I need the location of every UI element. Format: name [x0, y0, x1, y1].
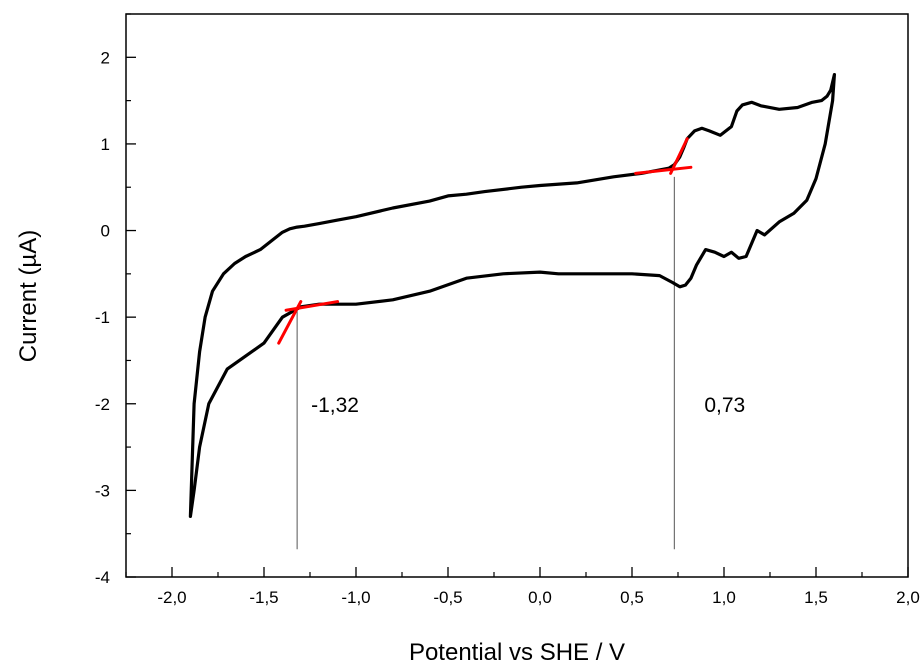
- x-tick-label: -1,5: [249, 588, 278, 607]
- x-tick-label: 1,0: [712, 588, 736, 607]
- cv-curve: [188, 72, 837, 519]
- y-tick-label: -4: [95, 568, 110, 587]
- y-tick-label: -1: [95, 308, 110, 327]
- marker-label: -1,32: [311, 394, 359, 417]
- tangent-line: [284, 300, 340, 312]
- plot-frame: [125, 13, 909, 578]
- y-tick-label: 2: [101, 48, 110, 67]
- x-tick-label: -0,5: [433, 588, 462, 607]
- tangent-line: [634, 165, 693, 175]
- tangent-line: [669, 137, 689, 175]
- potential-markers: -1,32 0,73: [296, 176, 745, 550]
- y-axis-ticks: -4 -3 -2 -1 0 1 2: [95, 13, 136, 587]
- tangent-lines: [277, 137, 693, 345]
- x-tick-label: -2,0: [157, 588, 186, 607]
- y-tick-label: 1: [101, 135, 110, 154]
- series-group: [188, 72, 837, 519]
- y-tick-label: -3: [95, 481, 110, 500]
- y-axis-title: Current (µA): [15, 230, 42, 363]
- y-tick-label: -2: [95, 395, 110, 414]
- x-axis-title: Potential vs SHE / V: [409, 639, 625, 666]
- y-tick-label: 0: [101, 222, 110, 241]
- x-tick-label: 0,5: [620, 588, 644, 607]
- x-tick-label: 2,0: [896, 588, 920, 607]
- marker-label: 0,73: [704, 394, 745, 417]
- x-tick-label: 1,5: [804, 588, 828, 607]
- x-axis-ticks: -2,0 -1,5 -1,0 -0,5 0,0 0,5 1,0 1,5 2,0: [125, 567, 920, 607]
- x-tick-label: -1,0: [341, 588, 370, 607]
- x-tick-label: 0,0: [528, 588, 552, 607]
